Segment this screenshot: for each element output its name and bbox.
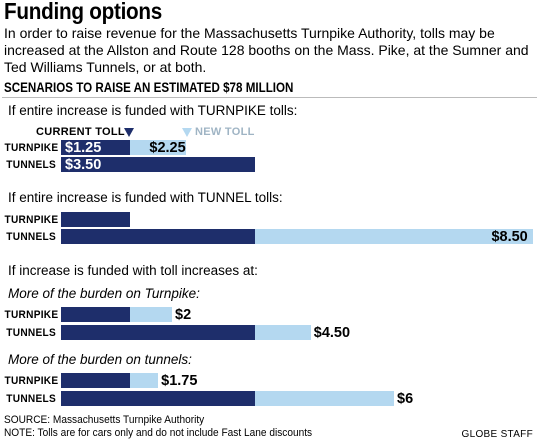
row-label-tunnels: TUNNELS (6, 231, 56, 243)
bar-current-toll-turnpike (61, 307, 131, 322)
divider (2, 97, 537, 98)
bar-current-toll-turnpike (61, 212, 131, 227)
new-toll-label-tunnels: $8.50 (491, 229, 528, 245)
bar-current-toll-tunnels (61, 229, 256, 244)
new-toll-label-tunnels: $6 (397, 391, 414, 407)
chart-title: Funding options (4, 0, 163, 24)
new-toll-label-turnpike: $2.25 (149, 140, 186, 156)
footnote: NOTE: Tolls are for cars only and do not… (4, 427, 313, 439)
legend-new-marker (182, 128, 192, 137)
row-label-turnpike: TURNPIKE (4, 309, 59, 321)
row-label-turnpike: TURNPIKE (4, 142, 59, 154)
new-toll-label-turnpike: $2 (175, 307, 192, 323)
row-label-turnpike: TURNPIKE (4, 375, 59, 387)
current-toll-label-turnpike: $1.25 (65, 140, 102, 156)
row-label-turnpike: TURNPIKE (4, 214, 59, 226)
legend-current-label: CURRENT TOLL (36, 126, 125, 138)
legend-new-label: NEW TOLL (195, 126, 255, 138)
scenario-2-heading: If entire increase is funded with TUNNEL… (8, 190, 283, 205)
row-label-tunnels: TUNNELS (6, 393, 56, 405)
row-label-tunnels: TUNNELS (6, 159, 56, 171)
bar-current-toll-tunnels (61, 325, 256, 340)
source-note: SOURCE: Massachusetts Turnpike Authority (4, 414, 205, 426)
scenario-3-subheading: More of the burden on Turnpike: (8, 286, 200, 301)
row-label-tunnels: TUNNELS (6, 327, 56, 339)
bar-current-toll-turnpike (61, 140, 131, 155)
bar-current-toll-tunnels (61, 391, 256, 406)
bar-current-toll-tunnels (61, 157, 256, 172)
scenario-3-heading: If increase is funded with toll increase… (8, 263, 258, 278)
intro-text: In order to raise revenue for the Massac… (4, 25, 529, 75)
scenario-1-heading: If entire increase is funded with TURNPI… (8, 103, 298, 118)
new-toll-label-tunnels: $4.50 (313, 325, 351, 341)
scenario-4-subheading: More of the burden on tunnels: (8, 352, 192, 367)
legend-current-marker (124, 128, 134, 137)
chart-subtitle: SCENARIOS TO RAISE AN ESTIMATED $78 MILL… (4, 80, 294, 95)
new-toll-label-turnpike: $1.75 (161, 373, 198, 389)
current-toll-label-tunnels: $3.50 (65, 157, 102, 173)
bar-current-toll-turnpike (61, 373, 131, 388)
credit: GLOBE STAFF (461, 429, 533, 440)
